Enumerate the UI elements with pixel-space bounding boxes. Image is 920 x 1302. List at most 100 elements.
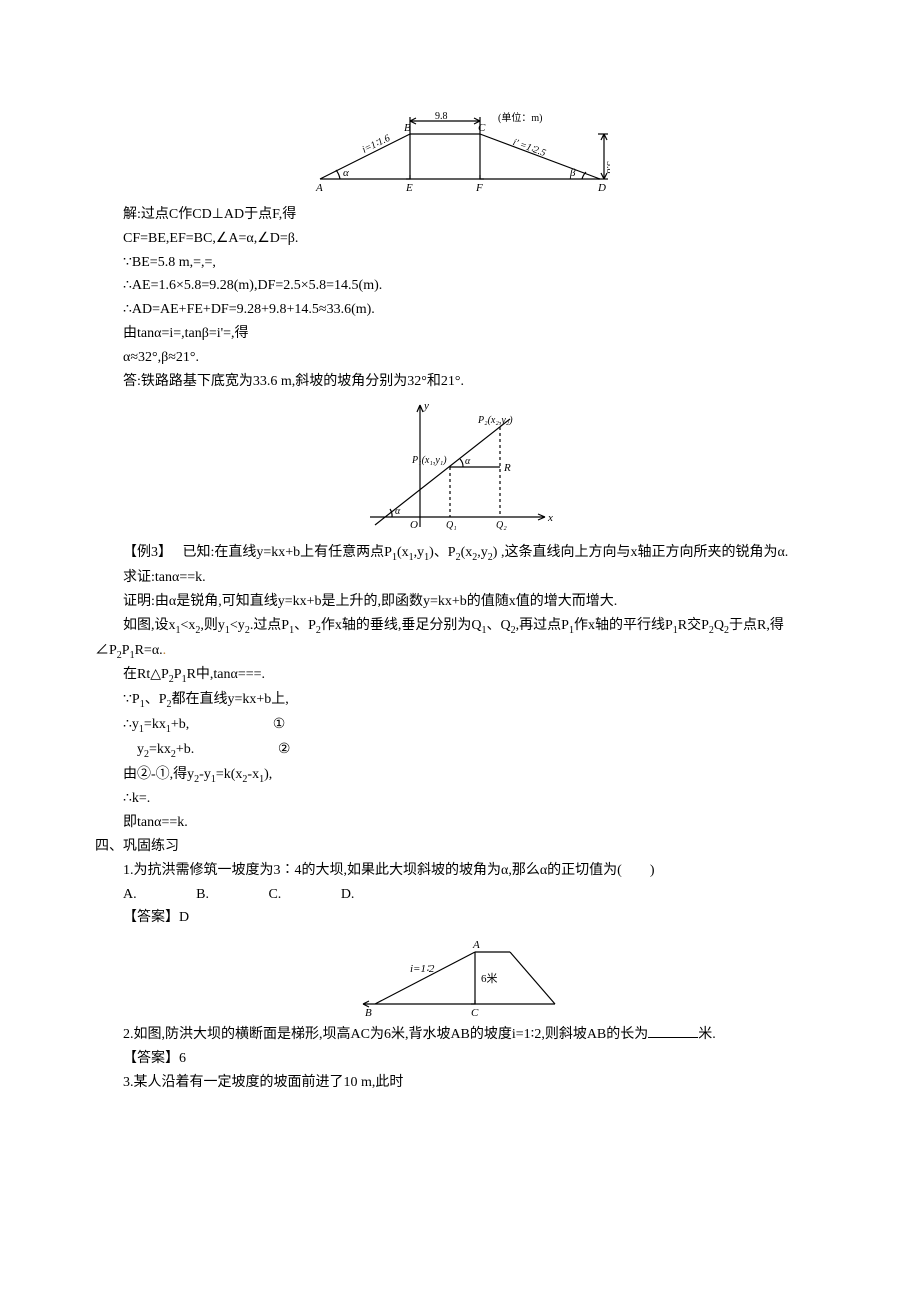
label-a2: α	[465, 456, 471, 467]
q1-a: A.	[123, 887, 137, 902]
q1-d: D.	[341, 887, 355, 902]
l9a: 由②-①,得y	[123, 767, 194, 782]
label-P1: P₁(x₁,y₁)	[411, 455, 447, 466]
label-y: y	[423, 400, 429, 412]
label-i-left: i=1∶1.6	[360, 133, 391, 156]
sol2-l2: CF=BE,EF=BC,∠A=α,∠D=β.	[95, 227, 825, 251]
l9b: -y	[199, 767, 211, 782]
l4e: .过点P	[250, 618, 289, 633]
ex3-td: ,这条直线向上方向与x轴正方向所夹的锐角为α.	[497, 545, 788, 560]
l4b: <x	[181, 618, 196, 633]
l5b: P	[174, 667, 182, 682]
dot: .	[163, 643, 167, 658]
label-Q1: Q₁	[446, 520, 457, 531]
l4i: ,再过点P	[516, 618, 569, 633]
q1-ans: 【答案】D	[95, 906, 825, 930]
circ2: ②	[278, 742, 291, 757]
l4f: 、P	[294, 618, 316, 633]
q1-text: 1.为抗洪需修筑一坡度为3∶4的大坝,如果此大坝斜坡的坡角为α,那么α的正切值为…	[95, 859, 825, 883]
sol2-l4: ∴AE=1.6×5.8=9.28(m),DF=2.5×5.8=14.5(m).	[95, 274, 825, 298]
answer-blank	[648, 1023, 698, 1038]
sol2-l1: 解:过点C作CD⊥AD于点F,得	[95, 203, 825, 227]
ex3-l2: 求证:tanα==k.	[95, 566, 825, 590]
ex3-tag: 【例3】	[123, 545, 172, 560]
l4o: R=α.	[135, 643, 163, 658]
label-a1: α	[395, 506, 401, 517]
sol2-l6: 由tanα=i=,tanβ=i'=,得	[95, 322, 825, 346]
q2-ta: 2.如图,防洪大坝的横断面是梯形,坝高AC为6米,背水坡AB的坡度i=1∶2,则…	[123, 1027, 648, 1042]
l4n: P	[122, 643, 130, 658]
l9d: -x	[247, 767, 259, 782]
f3-h: 6米	[481, 972, 498, 985]
sol2-l8: 答:铁路路基下底宽为33.6 m,斜坡的坡角分别为32°和21°.	[95, 370, 825, 394]
sol2-l7: α≈32°,β≈21°.	[95, 346, 825, 370]
ex3-l10: ∴k=.	[95, 787, 825, 811]
l5c: R中,tanα===.	[187, 667, 265, 682]
f3-i: i=1∶2	[410, 963, 435, 975]
figure-trapezoid-road: A B C D E F α β 9.8 (单位：m) i=1∶1.6 i' =1…	[95, 109, 825, 199]
figure-dam: A B C i=1∶2 6米	[95, 934, 825, 1019]
ex3-title: 【例3】 已知:在直线y=kx+b上有任意两点P1(x1,y1)、P2(x2,y…	[95, 541, 825, 566]
label-E: E	[405, 182, 413, 194]
l7b: =kx	[144, 717, 166, 732]
ex3-l9: 由②-①,得y2-y1=k(x2-x1),	[95, 763, 825, 788]
l4g: 作x轴的垂线,垂足分别为Q	[321, 618, 482, 633]
ex3-l6: ∵P1、P2都在直线y=kx+b上,	[95, 688, 825, 713]
label-i-right: i' =1∶2.5	[511, 137, 547, 159]
label-P2: P₂(x₂,y₂)	[477, 415, 513, 426]
label-alpha: α	[343, 167, 349, 179]
l8a: y	[137, 742, 144, 757]
l9e: ),	[264, 767, 272, 782]
label-B: B	[404, 122, 411, 134]
ex3-l5: 在Rt△P2P1R中,tanα===.	[95, 663, 825, 688]
sol2-l3: ∵BE=5.8 m,=,=,	[95, 251, 825, 275]
l4h: 、Q	[487, 618, 511, 633]
q1-c: C.	[268, 887, 281, 902]
sol2-l5: ∴AD=AE+FE+DF=9.28+9.8+14.5≈33.6(m).	[95, 298, 825, 322]
label-F: F	[475, 182, 483, 194]
q2-tb: 米.	[698, 1027, 716, 1042]
l7a: ∴y	[123, 717, 139, 732]
label-x: x	[547, 512, 553, 524]
ex3-l7: ∴y1=kx1+b, ①	[95, 713, 825, 738]
py2: ,y	[477, 545, 488, 560]
label-C: C	[478, 122, 486, 134]
l4a: 如图,设x	[123, 618, 176, 633]
ex3-tb: 已知:在直线y=kx+b上有任意两点P	[183, 545, 392, 560]
f3-B: B	[365, 1007, 372, 1019]
label-beta: β	[569, 167, 576, 179]
circ1: ①	[273, 717, 286, 732]
l6a: ∵P	[123, 692, 140, 707]
l5a: 在Rt△P	[123, 667, 169, 682]
l7c: +b,	[171, 717, 189, 732]
po1: (x	[397, 545, 409, 560]
label-R: R	[503, 462, 511, 474]
py1: ,y	[414, 545, 425, 560]
label-top: 9.8	[435, 111, 448, 122]
label-height: 5.8	[604, 161, 610, 174]
l6c: 都在直线y=kx+b上,	[172, 692, 289, 707]
l6b: 、P	[145, 692, 167, 707]
q1-opts: A. B. C. D.	[95, 883, 825, 907]
l4d: <y	[230, 618, 245, 633]
q2-text: 2.如图,防洪大坝的横断面是梯形,坝高AC为6米,背水坡AB的坡度i=1∶2,则…	[95, 1023, 825, 1047]
f3-A: A	[472, 939, 480, 951]
label-A: A	[315, 182, 323, 194]
q2-ans: 【答案】6	[95, 1047, 825, 1071]
l8c: +b.	[176, 742, 194, 757]
ex3-l8: y2=kx2+b. ②	[95, 738, 825, 763]
label-D: D	[597, 182, 606, 194]
f3-C: C	[471, 1007, 479, 1019]
ex3-l3: 证明:由α是锐角,可知直线y=kx+b是上升的,即函数y=kx+b的值随x值的增…	[95, 590, 825, 614]
label-unit: (单位：m)	[498, 111, 542, 124]
section4: 四、巩固练习	[95, 835, 825, 859]
l4c: ,则y	[200, 618, 225, 633]
l9c: =k(x	[216, 767, 243, 782]
po2: (x	[461, 545, 473, 560]
ex3-tc: 、P	[434, 545, 456, 560]
ex3-l11: 即tanα==k.	[95, 811, 825, 835]
label-Q2: Q₂	[496, 520, 507, 531]
figure-line-slope: O x y Q₁ Q₂ R α α P₁(x₁,y₁) P₂(x₂,y₂)	[95, 397, 825, 537]
l8b: =kx	[149, 742, 171, 757]
q3-text: 3.某人沿着有一定坡度的坡面前进了10 m,此时	[95, 1071, 825, 1095]
